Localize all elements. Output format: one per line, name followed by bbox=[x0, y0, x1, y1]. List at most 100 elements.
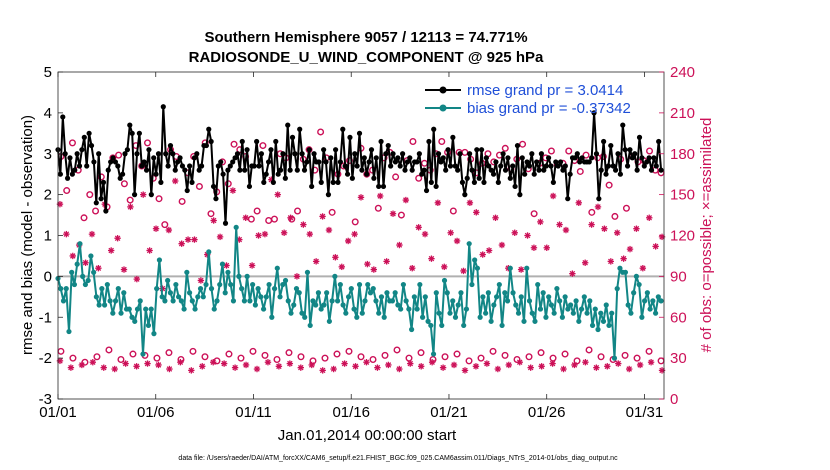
obs-assimilated-marker bbox=[588, 221, 595, 228]
rmse-point bbox=[605, 163, 612, 169]
rmse-point bbox=[292, 151, 298, 157]
bias-point bbox=[406, 306, 412, 312]
rmse-point bbox=[579, 155, 585, 161]
obs-assimilated-marker bbox=[581, 259, 589, 266]
rmse-point bbox=[653, 163, 659, 169]
obs-possible-marker bbox=[195, 182, 203, 190]
bias-point bbox=[239, 286, 245, 292]
bias-point bbox=[450, 298, 456, 304]
obs-assimilated-marker bbox=[178, 240, 185, 247]
rmse-point bbox=[225, 167, 231, 173]
obs-assimilated-marker-stroke bbox=[114, 235, 121, 241]
obs-assimilated-low-marker-stroke bbox=[385, 362, 392, 368]
obs-assimilated-marker bbox=[357, 194, 365, 201]
obs-assimilated-marker bbox=[639, 265, 647, 272]
chart-title-line2: RADIOSONDE_U_WIND_COMPONENT @ 925 hPa bbox=[189, 49, 544, 66]
obs-assimilated-marker bbox=[197, 277, 205, 284]
obs-assimilated-marker-stroke bbox=[441, 264, 448, 270]
rmse-point bbox=[182, 167, 188, 173]
bias-point bbox=[529, 310, 535, 316]
rmse-point bbox=[507, 175, 513, 181]
obs-possible-low-marker bbox=[105, 346, 113, 354]
obs-assimilated-marker bbox=[319, 213, 326, 220]
bias-point bbox=[228, 281, 234, 288]
rmse-point bbox=[603, 171, 609, 177]
obs-assimilated-marker bbox=[389, 210, 397, 217]
rmse-point bbox=[103, 208, 109, 214]
rmse-point bbox=[364, 171, 370, 177]
bias-point bbox=[134, 306, 141, 312]
obs-assimilated-marker bbox=[479, 251, 486, 258]
obs-assimilated-marker-stroke bbox=[601, 225, 608, 232]
bias-point bbox=[211, 306, 217, 312]
rmse-point bbox=[443, 167, 449, 173]
obs-possible-low-marker bbox=[345, 347, 353, 355]
obs-assimilated-marker bbox=[140, 191, 147, 198]
obs-assimilated-marker bbox=[415, 224, 422, 231]
rmse-point bbox=[115, 163, 121, 169]
rmse-point bbox=[330, 179, 336, 185]
bias-point bbox=[447, 310, 453, 316]
rmse-point bbox=[620, 122, 626, 128]
bias-point bbox=[493, 294, 500, 300]
bias-point bbox=[299, 310, 305, 316]
rmse-point bbox=[390, 151, 396, 157]
obs-assimilated-marker-stroke bbox=[454, 238, 460, 244]
rmse-point bbox=[246, 183, 253, 190]
y-tick-label-left: -2 bbox=[39, 350, 52, 367]
obs-assimilated-marker-stroke bbox=[63, 231, 70, 237]
bias-point bbox=[296, 290, 302, 296]
obs-assimilated-marker bbox=[63, 230, 70, 238]
obs-assimilated-marker-stroke bbox=[108, 247, 114, 254]
y-tick-label-right: 150 bbox=[670, 187, 695, 204]
bias-point bbox=[477, 314, 483, 320]
rmse-point bbox=[376, 183, 382, 190]
rmse-point bbox=[589, 155, 595, 161]
obs-assimilated-low-marker bbox=[144, 360, 151, 367]
bias-point bbox=[104, 281, 110, 288]
rmse-point bbox=[93, 200, 99, 206]
rmse-point bbox=[445, 147, 451, 153]
obs-assimilated-low-marker-stroke bbox=[462, 367, 468, 374]
obs-assimilated-low-marker bbox=[286, 360, 294, 367]
rmse-point bbox=[478, 147, 485, 153]
rmse-point bbox=[624, 163, 631, 169]
bias-point bbox=[132, 318, 138, 324]
bias-point bbox=[77, 241, 83, 247]
bias-point bbox=[452, 314, 459, 320]
obs-assimilated-marker-stroke bbox=[537, 219, 544, 225]
obs-assimilated-marker-stroke bbox=[377, 193, 383, 199]
bias-point bbox=[326, 318, 332, 324]
rmse-point bbox=[349, 175, 355, 181]
bias-point bbox=[463, 306, 470, 312]
obs-assimilated-marker-stroke bbox=[178, 240, 185, 247]
obs-assimilated-marker bbox=[338, 263, 345, 271]
rmse-point bbox=[543, 163, 549, 169]
rmse-point bbox=[356, 130, 363, 136]
obs-possible-marker bbox=[409, 137, 417, 145]
rmse-point bbox=[175, 159, 181, 165]
bias-point bbox=[167, 290, 173, 296]
obs-assimilated-marker bbox=[511, 229, 518, 236]
bias-point bbox=[60, 298, 67, 304]
obs-assimilated-low-marker bbox=[188, 367, 195, 374]
obs-assimilated-low-marker bbox=[199, 363, 206, 370]
bias-point bbox=[365, 281, 371, 288]
obs-assimilated-marker-stroke bbox=[198, 277, 204, 284]
obs-possible-marker bbox=[155, 195, 163, 203]
obs-assimilated-marker bbox=[441, 263, 448, 271]
rmse-point bbox=[385, 142, 391, 149]
bias-point bbox=[219, 261, 226, 267]
obs-assimilated-low-marker-stroke bbox=[155, 362, 162, 368]
bias-point bbox=[504, 298, 511, 304]
rmse-point bbox=[627, 147, 633, 153]
rmse-point bbox=[526, 163, 533, 169]
obs-assimilated-low-marker-stroke bbox=[352, 363, 359, 370]
bias-point bbox=[181, 306, 187, 312]
rmse-point bbox=[170, 151, 176, 157]
rmse-point bbox=[651, 155, 657, 161]
bias-point bbox=[356, 281, 363, 288]
bias-point bbox=[359, 310, 365, 316]
y-tick-label-right: 210 bbox=[670, 105, 695, 122]
